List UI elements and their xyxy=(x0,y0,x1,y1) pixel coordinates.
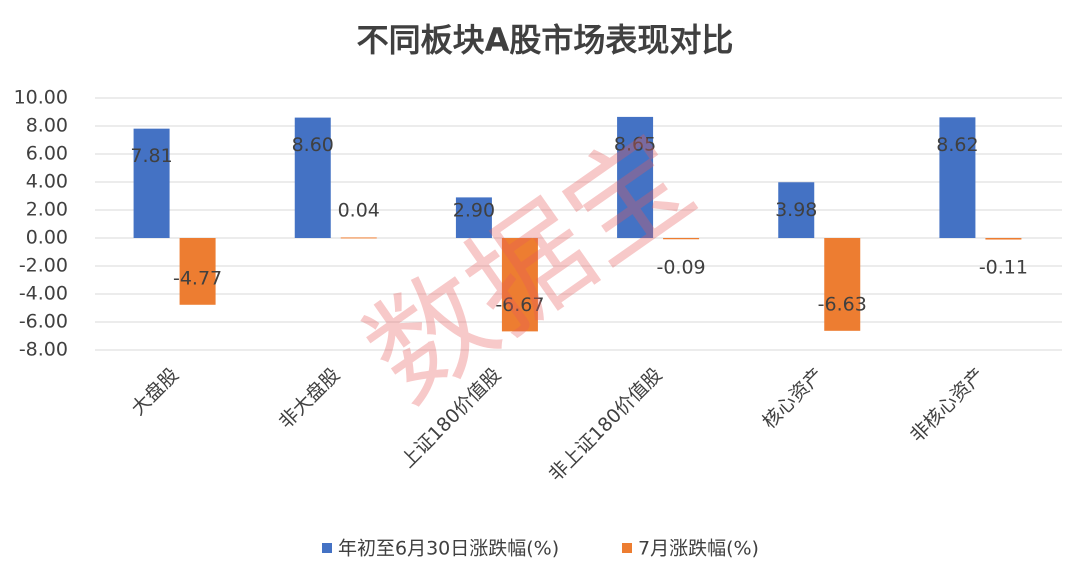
bar xyxy=(939,117,976,238)
legend-label: 7月涨跌幅(%) xyxy=(638,538,759,560)
legend-swatch xyxy=(322,543,332,553)
value-label: 2.90 xyxy=(453,200,495,222)
y-tick-label: -6.00 xyxy=(19,311,68,333)
value-label: 8.65 xyxy=(614,133,656,155)
bar xyxy=(133,128,170,238)
y-tick-label: 6.00 xyxy=(26,143,68,165)
bar xyxy=(663,238,700,240)
bar xyxy=(778,182,815,238)
y-tick-label: 0.00 xyxy=(26,227,68,249)
value-label: 3.98 xyxy=(775,199,817,221)
value-label: 7.81 xyxy=(130,145,172,167)
value-label: 8.60 xyxy=(292,134,334,156)
x-tick-label: 非核心资产 xyxy=(906,364,989,447)
value-label: -0.09 xyxy=(656,257,705,279)
value-label: 8.62 xyxy=(936,134,978,156)
value-label: -6.67 xyxy=(495,294,544,316)
value-label: -6.63 xyxy=(818,293,867,315)
chart-title: 不同板块A股市场表现对比 xyxy=(357,21,734,59)
bar xyxy=(824,238,861,331)
y-tick-label: -8.00 xyxy=(19,339,68,361)
legend-swatch xyxy=(622,543,632,553)
value-label: 0.04 xyxy=(338,200,380,222)
bar xyxy=(294,117,331,238)
bar xyxy=(179,238,216,305)
y-tick-label: 10.00 xyxy=(14,87,68,109)
value-label: -0.11 xyxy=(979,257,1028,279)
y-tick-label: -2.00 xyxy=(19,255,68,277)
bar xyxy=(455,197,492,238)
legend-label: 年初至6月30日涨跌幅(%) xyxy=(338,538,559,560)
y-tick-label: 8.00 xyxy=(26,115,68,137)
bar xyxy=(340,237,377,239)
x-tick-label: 核心资产 xyxy=(758,364,827,433)
y-tick-label: 4.00 xyxy=(26,171,68,193)
value-label: -4.77 xyxy=(173,267,222,289)
y-tick-label: -4.00 xyxy=(19,283,68,305)
bar xyxy=(617,116,654,238)
bar xyxy=(985,238,1022,240)
x-tick-label: 非上证180价值股 xyxy=(545,364,667,486)
x-tick-label: 大盘股 xyxy=(127,364,183,420)
bar xyxy=(501,238,538,332)
x-tick-label: 非大盘股 xyxy=(275,364,344,433)
y-tick-label: 2.00 xyxy=(26,199,68,221)
